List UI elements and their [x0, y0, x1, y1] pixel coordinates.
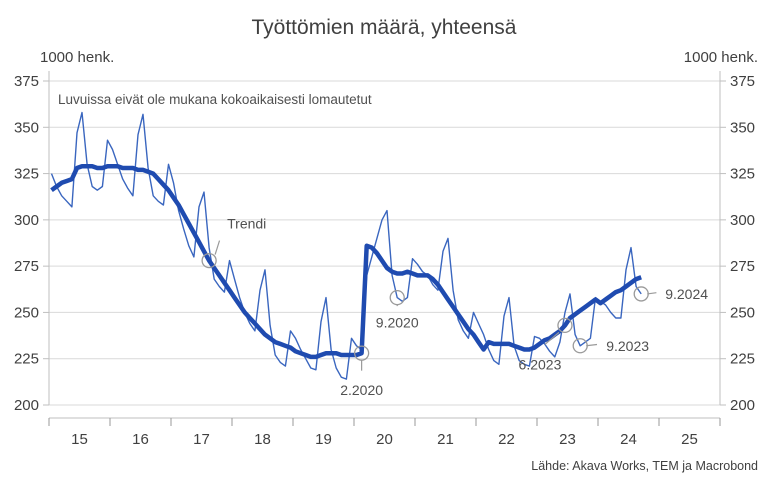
- x-tick-label: 16: [132, 431, 149, 448]
- annotation-leader: [544, 331, 560, 345]
- x-tick-label: 20: [376, 431, 393, 448]
- annotation-label: 2.2020: [340, 382, 383, 398]
- y-tick-label-right: 375: [730, 73, 755, 90]
- trend-series-line: [50, 163, 642, 360]
- x-tick-label: 23: [559, 431, 576, 448]
- x-tick-label: 22: [498, 431, 515, 448]
- y-tick-label-right: 250: [730, 304, 755, 321]
- y-tick-label-left: 300: [14, 212, 39, 229]
- y-tick-label-right: 275: [730, 258, 755, 275]
- y-axis-label-left: 1000 henk.: [40, 49, 114, 66]
- annotation-label: 9.2024: [665, 286, 708, 302]
- monthly-series-line: [50, 111, 642, 380]
- annotation-label: 9.2020: [376, 315, 419, 331]
- annotation-leader: [647, 292, 657, 295]
- annotation-marker: [557, 317, 573, 334]
- annotation-label: Trendi: [227, 216, 266, 232]
- annotation-label: 6.2023: [519, 356, 562, 372]
- y-tick-label-left: 200: [14, 397, 39, 414]
- y-tick-label-left: 225: [14, 351, 39, 368]
- x-tick-label: 17: [193, 431, 210, 448]
- y-tick-label-right: 225: [730, 351, 755, 368]
- x-tick-label: 21: [437, 431, 454, 448]
- y-tick-label-left: 250: [14, 304, 39, 321]
- annotation-marker: [633, 286, 649, 302]
- y-tick-label-left: 325: [14, 166, 39, 183]
- y-axis-label-right: 1000 henk.: [684, 49, 758, 66]
- y-tick-label-left: 375: [14, 73, 39, 90]
- x-tick-label: 24: [620, 431, 637, 448]
- annotation-label: 9.2023: [606, 338, 649, 354]
- y-tick-label-right: 350: [730, 119, 755, 136]
- x-tick-label: 19: [315, 431, 332, 448]
- annotation-leader: [586, 343, 598, 347]
- x-tick-label: 25: [681, 431, 698, 448]
- x-tick-label: 15: [71, 431, 88, 448]
- source-label: Lähde: Akava Works, TEM ja Macrobond: [531, 459, 758, 473]
- y-tick-label-right: 300: [730, 212, 755, 229]
- y-tick-label-left: 275: [14, 258, 39, 275]
- y-tick-label-left: 350: [14, 119, 39, 136]
- chart-note: Luvuissa eivät ole mukana kokoaikaisesti…: [58, 92, 372, 107]
- y-tick-label-right: 200: [730, 397, 755, 414]
- annotation-leader: [214, 240, 221, 255]
- chart-title: Työttömien määrä, yhteensä: [252, 16, 517, 39]
- x-tick-label: 18: [254, 431, 271, 448]
- y-tick-label-right: 325: [730, 166, 755, 183]
- annotation-marker: [201, 252, 217, 269]
